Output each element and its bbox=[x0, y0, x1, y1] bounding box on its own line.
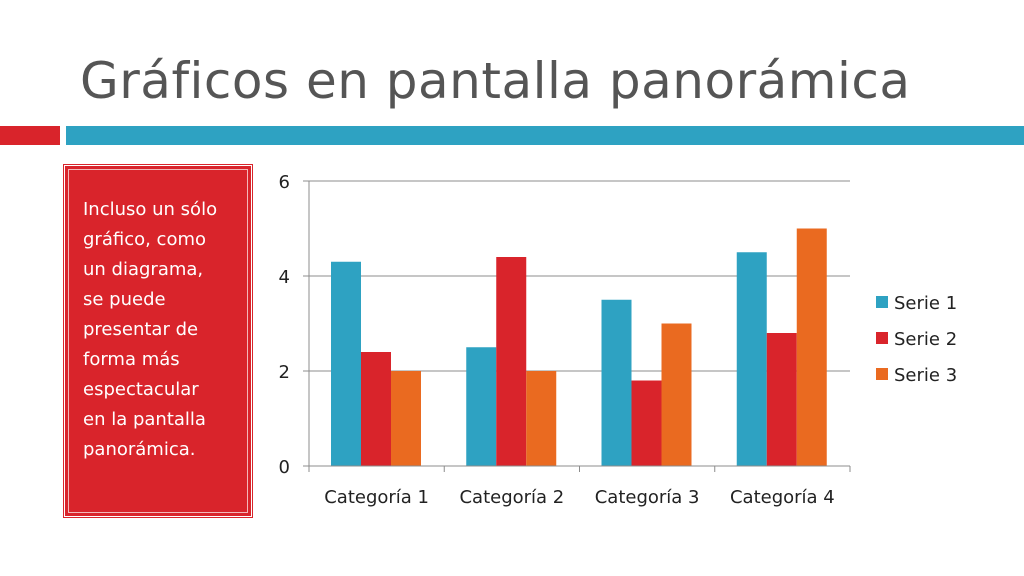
legend-swatch-3 bbox=[876, 368, 888, 380]
chart-axes: 0 2 4 6 Categoría 1 Categoría 2 Categoría 3 Cat… bbox=[279, 172, 851, 508]
legend-label-2: Serie 2 bbox=[894, 329, 957, 350]
slide-title: Gráficos en pantalla panorámica bbox=[80, 52, 911, 110]
bar-3-4 bbox=[796, 228, 827, 466]
y-tick-label: 2 bbox=[279, 362, 290, 383]
x-tick-label: Categoría 1 bbox=[324, 487, 429, 508]
y-tick-label: 6 bbox=[279, 172, 290, 193]
bar-1-4 bbox=[736, 252, 767, 466]
bar-2-2 bbox=[496, 257, 527, 466]
x-tick-label: Categoría 3 bbox=[595, 487, 700, 508]
bar-2-4 bbox=[766, 333, 797, 466]
chart-legend: Serie 1 Serie 2 Serie 3 bbox=[876, 293, 957, 386]
bar-1-3 bbox=[601, 299, 632, 466]
bar-2-3 bbox=[631, 380, 662, 466]
bar-3-1 bbox=[391, 371, 421, 466]
bar-2-1 bbox=[361, 352, 391, 466]
bar-1-1 bbox=[331, 261, 361, 466]
legend-label-1: Serie 1 bbox=[894, 293, 957, 314]
y-tick-label: 4 bbox=[279, 267, 290, 288]
legend-label-3: Serie 3 bbox=[894, 365, 957, 386]
bar-1-2 bbox=[466, 347, 497, 466]
x-tick-label: Categoría 4 bbox=[730, 487, 835, 508]
legend-swatch-2 bbox=[876, 332, 888, 344]
bar-3-2 bbox=[526, 371, 557, 466]
x-tick-label: Categoría 2 bbox=[459, 487, 564, 508]
accent-bar-blue bbox=[66, 126, 1024, 145]
legend-swatch-1 bbox=[876, 296, 888, 308]
callout-inner-border bbox=[68, 169, 248, 513]
callout-box: Incluso un sólo gráfico, como un diagram… bbox=[63, 164, 253, 518]
callout-text: Incluso un sólo gráfico, como un diagram… bbox=[83, 199, 218, 460]
bar-3-3 bbox=[661, 323, 692, 466]
accent-bar-red bbox=[0, 126, 60, 145]
chart-bars bbox=[331, 228, 827, 466]
y-tick-label: 0 bbox=[279, 457, 290, 478]
